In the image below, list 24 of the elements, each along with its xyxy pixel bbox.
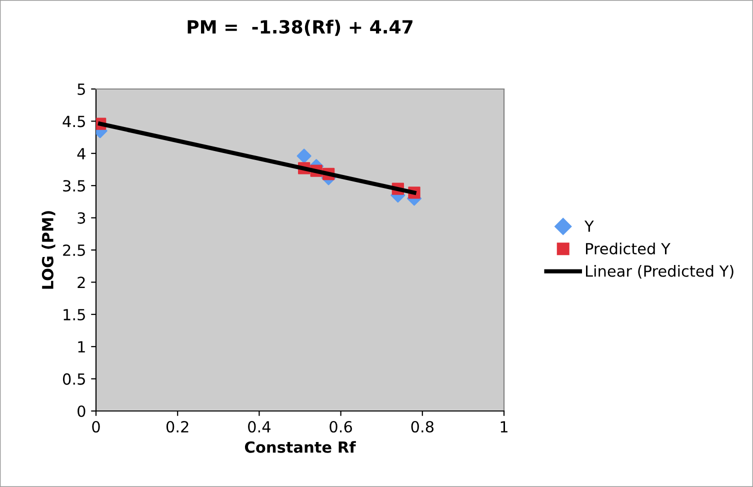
y-tick-label: 4	[77, 148, 86, 160]
x-tick-label: 0.6	[330, 420, 352, 433]
y-tick-label: 0.5	[62, 373, 85, 385]
y-tick-label: 1	[78, 341, 85, 352]
y-tick-label: 4.5	[62, 116, 85, 128]
y-tick-label: 3.5	[63, 180, 85, 192]
y-axis-title: LOG (PM)	[42, 211, 56, 289]
legend-label: Y	[584, 220, 594, 232]
y-tick-label: 3	[78, 212, 86, 224]
y-tick-label: 5	[78, 84, 85, 96]
x-tick-label: 0.2	[166, 420, 188, 433]
x-tick-label: 0.8	[411, 420, 434, 433]
x-tick-label: 0.4	[248, 420, 270, 433]
y-tick-label: 1.5	[64, 309, 85, 320]
legend-label: Predicted Y	[586, 242, 670, 254]
point	[296, 148, 312, 164]
y-tick-label: 2	[78, 276, 85, 288]
x-tick-label: 1	[500, 421, 508, 432]
legend-label: Linear (Predicted Y)	[586, 265, 734, 279]
x-axis-title: Constante Rf	[244, 441, 356, 453]
y-tick-label: 2.5	[63, 244, 85, 256]
x-tick-label: 0	[92, 420, 100, 433]
chart-title: PM = -1.38(Rf) + 4.47	[188, 20, 412, 36]
y-tick-label: 0	[78, 405, 86, 418]
